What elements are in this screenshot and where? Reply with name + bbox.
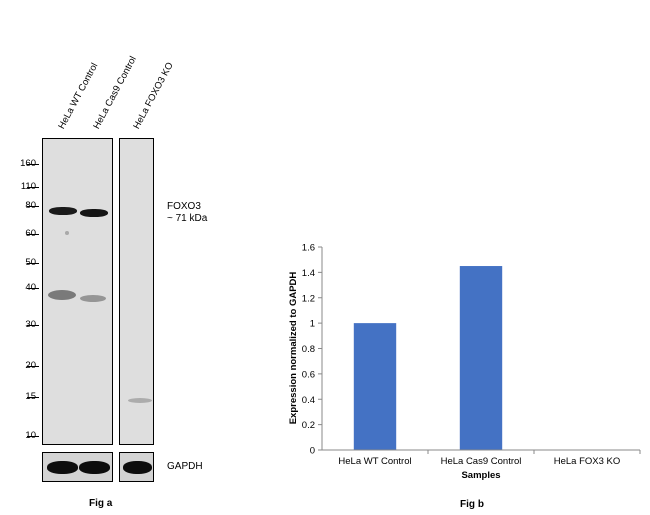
y-tick-label: 0.2	[302, 420, 315, 431]
mw-tick	[27, 164, 39, 165]
mw-marker: 15	[10, 391, 36, 402]
loading-control-label: GAPDH	[167, 461, 203, 472]
blot-panel-controls	[42, 138, 113, 445]
faint-spot	[65, 231, 69, 235]
mw-tick	[27, 436, 39, 437]
target-label: FOXO3	[167, 201, 201, 212]
y-tick-label: 1.4	[302, 268, 315, 279]
lower-band-wt	[48, 290, 76, 300]
mw-marker: 10	[10, 430, 36, 441]
mw-tick	[27, 187, 39, 188]
lower-band-cas9	[80, 295, 106, 302]
y-tick-label: 1.6	[302, 243, 315, 254]
fig-a-caption: Fig a	[89, 498, 113, 509]
bar-series	[353, 266, 503, 450]
x-axis-labels: HeLa WT Control HeLa Cas9 Control HeLa FOX…	[338, 450, 641, 467]
faint-band-ko	[128, 398, 152, 403]
mw-marker: 60	[10, 228, 36, 239]
y-tick-label: 1	[310, 319, 315, 330]
foxo3-band-wt	[49, 207, 77, 215]
mw-tick	[27, 325, 39, 326]
gapdh-band-ko	[123, 461, 152, 474]
y-tick-label: 0	[310, 446, 315, 457]
blot-panel-ko	[119, 138, 154, 445]
mw-tick	[27, 234, 39, 235]
mw-marker: 110	[10, 181, 36, 192]
mw-tick	[27, 263, 39, 264]
foxo3-band-cas9	[80, 209, 108, 217]
mw-marker: 160	[10, 158, 36, 169]
bar-2	[459, 266, 503, 450]
y-tick-label: 0.6	[302, 369, 315, 380]
mw-marker: 40	[10, 282, 36, 293]
x-axis-title: Samples	[461, 470, 500, 481]
target-size-label: ~ 71 kDa	[167, 213, 208, 224]
gapdh-panel-controls	[42, 452, 113, 482]
gapdh-band-wt	[47, 461, 78, 474]
mw-marker: 50	[10, 257, 36, 268]
fig-b-caption: Fig b	[460, 499, 484, 510]
mw-tick	[27, 397, 39, 398]
y-tick-label: 0.8	[302, 344, 315, 355]
gapdh-panel-ko	[119, 452, 154, 482]
x-category-label: HeLa Cas9 Control	[441, 456, 522, 467]
bar-1	[353, 323, 397, 450]
mw-tick	[27, 366, 39, 367]
y-axis-title: Expression normalized to GAPDH	[288, 272, 299, 425]
x-category-label: HeLa WT Control	[338, 456, 411, 467]
y-tick-label: 0.4	[302, 395, 315, 406]
mw-tick	[27, 288, 39, 289]
y-axis-ticks: 0 0.2 0.4 0.6 0.8 1 1.2 1.4 1.6	[302, 243, 322, 457]
x-category-label: HeLa FOX3 KO	[554, 456, 621, 467]
mw-marker: 80	[10, 200, 36, 211]
mw-tick	[27, 206, 39, 207]
gapdh-band-cas9	[79, 461, 110, 474]
mw-marker: 30	[10, 319, 36, 330]
y-tick-label: 1.2	[302, 293, 315, 304]
mw-marker: 20	[10, 360, 36, 371]
